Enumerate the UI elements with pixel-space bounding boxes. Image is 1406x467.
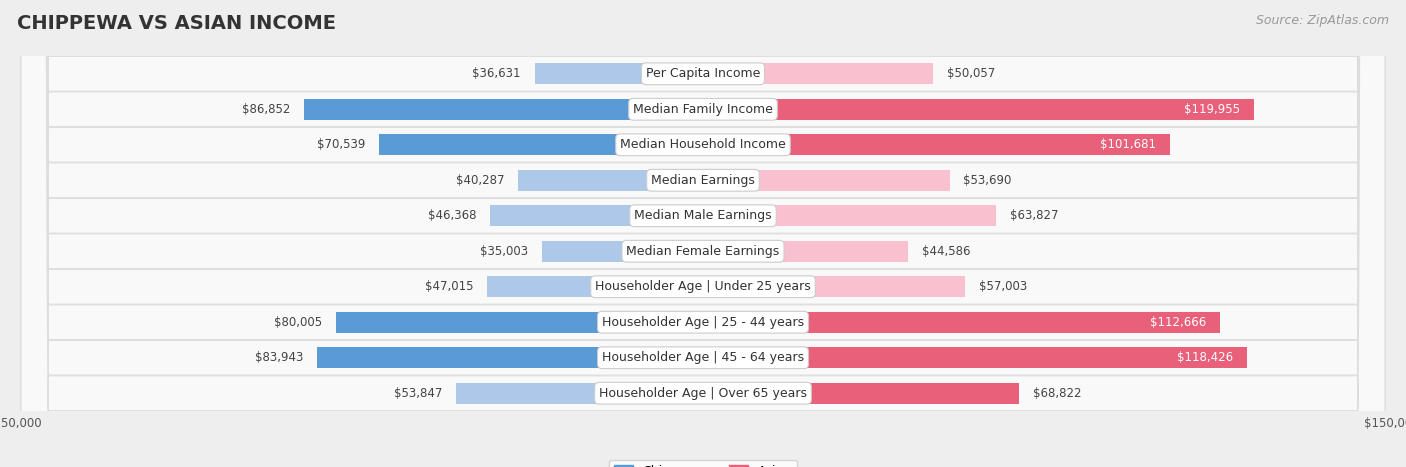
FancyBboxPatch shape (21, 0, 1385, 467)
Text: Median Family Income: Median Family Income (633, 103, 773, 116)
Text: $47,015: $47,015 (425, 280, 474, 293)
Bar (456, 382, 703, 404)
Text: $70,539: $70,539 (316, 138, 366, 151)
Text: Median Male Earnings: Median Male Earnings (634, 209, 772, 222)
Bar (318, 347, 703, 368)
Text: $46,368: $46,368 (427, 209, 477, 222)
Bar (534, 63, 703, 85)
Text: $83,943: $83,943 (256, 351, 304, 364)
Legend: Chippewa, Asian: Chippewa, Asian (609, 460, 797, 467)
Text: $112,666: $112,666 (1150, 316, 1206, 329)
FancyBboxPatch shape (21, 0, 1385, 467)
Bar (703, 99, 1254, 120)
Text: Per Capita Income: Per Capita Income (645, 67, 761, 80)
Text: Median Household Income: Median Household Income (620, 138, 786, 151)
FancyBboxPatch shape (21, 0, 1385, 467)
Text: Median Earnings: Median Earnings (651, 174, 755, 187)
Bar (304, 99, 703, 120)
Bar (703, 134, 1170, 156)
FancyBboxPatch shape (21, 0, 1385, 467)
FancyBboxPatch shape (21, 0, 1385, 467)
Text: $86,852: $86,852 (242, 103, 290, 116)
FancyBboxPatch shape (21, 0, 1385, 467)
Text: Median Female Earnings: Median Female Earnings (627, 245, 779, 258)
Bar (336, 311, 703, 333)
Bar (380, 134, 703, 156)
Bar (543, 241, 703, 262)
Bar (703, 276, 965, 297)
Text: $63,827: $63,827 (1010, 209, 1059, 222)
Text: $57,003: $57,003 (979, 280, 1026, 293)
Text: CHIPPEWA VS ASIAN INCOME: CHIPPEWA VS ASIAN INCOME (17, 14, 336, 33)
Text: $50,057: $50,057 (946, 67, 995, 80)
Text: $35,003: $35,003 (481, 245, 529, 258)
Bar (486, 276, 703, 297)
Text: $101,681: $101,681 (1101, 138, 1156, 151)
Text: Householder Age | Over 65 years: Householder Age | Over 65 years (599, 387, 807, 400)
Bar (703, 63, 934, 85)
Text: Householder Age | 25 - 44 years: Householder Age | 25 - 44 years (602, 316, 804, 329)
Text: $80,005: $80,005 (274, 316, 322, 329)
Text: $119,955: $119,955 (1184, 103, 1240, 116)
Bar (703, 241, 908, 262)
Bar (517, 170, 703, 191)
FancyBboxPatch shape (21, 0, 1385, 467)
Text: $36,631: $36,631 (472, 67, 522, 80)
Text: $40,287: $40,287 (456, 174, 505, 187)
Bar (703, 170, 949, 191)
Text: Householder Age | 45 - 64 years: Householder Age | 45 - 64 years (602, 351, 804, 364)
Text: Householder Age | Under 25 years: Householder Age | Under 25 years (595, 280, 811, 293)
FancyBboxPatch shape (21, 0, 1385, 467)
Text: $44,586: $44,586 (921, 245, 970, 258)
Bar (703, 205, 997, 226)
Bar (703, 347, 1247, 368)
Text: Source: ZipAtlas.com: Source: ZipAtlas.com (1256, 14, 1389, 27)
FancyBboxPatch shape (21, 0, 1385, 467)
Text: $118,426: $118,426 (1177, 351, 1233, 364)
FancyBboxPatch shape (21, 0, 1385, 467)
Bar (703, 382, 1019, 404)
Bar (703, 311, 1220, 333)
Text: $53,690: $53,690 (963, 174, 1012, 187)
Text: $68,822: $68,822 (1033, 387, 1081, 400)
Bar (491, 205, 703, 226)
Text: $53,847: $53,847 (394, 387, 441, 400)
